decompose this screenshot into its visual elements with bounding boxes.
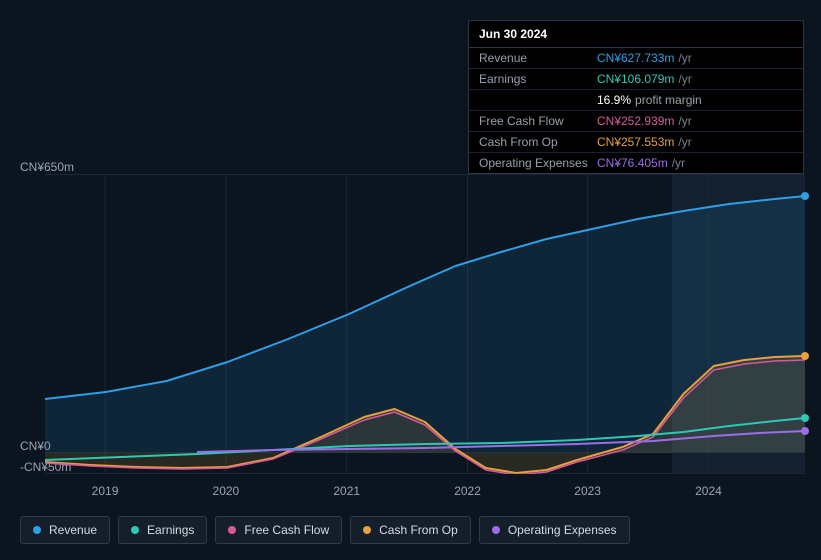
x-axis-label: 2024 [695, 484, 722, 498]
chart-plot[interactable] [45, 174, 805, 474]
tooltip-value: 16.9% [597, 93, 631, 107]
tooltip-row: 16.9% profit margin [469, 90, 803, 111]
tooltip-row: RevenueCN¥627.733m/yr [469, 48, 803, 69]
series-end-marker [801, 414, 809, 422]
tooltip-row: Free Cash FlowCN¥252.939m/yr [469, 111, 803, 132]
x-axis-label: 2023 [574, 484, 601, 498]
x-axis-label: 2019 [92, 484, 119, 498]
legend-label: Revenue [49, 523, 97, 537]
legend-item[interactable]: Revenue [20, 516, 110, 544]
x-axis-label: 2020 [213, 484, 240, 498]
x-axis-label: 2022 [454, 484, 481, 498]
legend-item[interactable]: Operating Expenses [479, 516, 630, 544]
tooltip-extra: profit margin [635, 93, 702, 107]
tooltip-value: CN¥76.405m [597, 156, 668, 170]
legend-swatch [363, 526, 371, 534]
legend-item[interactable]: Free Cash Flow [215, 516, 342, 544]
tooltip-label: Operating Expenses [479, 156, 597, 170]
tooltip-value: CN¥627.733m [597, 51, 674, 65]
tooltip-value: CN¥252.939m [597, 114, 674, 128]
legend-swatch [492, 526, 500, 534]
series-end-marker [801, 192, 809, 200]
series-end-marker [801, 427, 809, 435]
tooltip-unit: /yr [678, 51, 691, 65]
tooltip-label: Revenue [479, 51, 597, 65]
tooltip-value: CN¥106.079m [597, 72, 674, 86]
legend-item[interactable]: Cash From Op [350, 516, 471, 544]
legend-label: Earnings [147, 523, 194, 537]
x-axis-label: 2021 [333, 484, 360, 498]
series-end-marker [801, 352, 809, 360]
legend-label: Operating Expenses [508, 523, 617, 537]
tooltip-row: EarningsCN¥106.079m/yr [469, 69, 803, 90]
legend-swatch [33, 526, 41, 534]
tooltip-label [479, 93, 597, 107]
legend-swatch [131, 526, 139, 534]
tooltip-row: Cash From OpCN¥257.553m/yr [469, 132, 803, 153]
tooltip-label: Cash From Op [479, 135, 597, 149]
tooltip-unit: /yr [678, 114, 691, 128]
tooltip-unit: /yr [672, 156, 685, 170]
chart-legend: Revenue Earnings Free Cash Flow Cash From O… [20, 516, 630, 544]
tooltip-unit: /yr [678, 135, 691, 149]
tooltip-label: Free Cash Flow [479, 114, 597, 128]
legend-swatch [228, 526, 236, 534]
tooltip-row: Operating ExpensesCN¥76.405m/yr [469, 153, 803, 173]
chart-tooltip: Jun 30 2024 RevenueCN¥627.733m/yrEarning… [468, 20, 804, 174]
tooltip-date: Jun 30 2024 [469, 21, 803, 48]
legend-label: Cash From Op [379, 523, 458, 537]
tooltip-label: Earnings [479, 72, 597, 86]
legend-item[interactable]: Earnings [118, 516, 207, 544]
legend-label: Free Cash Flow [244, 523, 329, 537]
y-axis-label: CN¥650m [20, 160, 74, 174]
tooltip-value: CN¥257.553m [597, 135, 674, 149]
tooltip-unit: /yr [678, 72, 691, 86]
